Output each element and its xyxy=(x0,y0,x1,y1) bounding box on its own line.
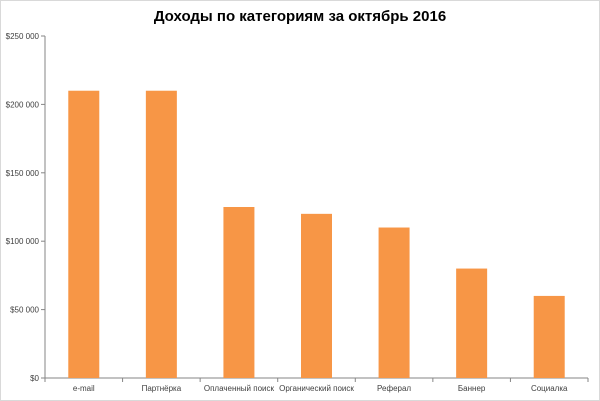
bar xyxy=(145,90,177,378)
x-category-label: e-mail xyxy=(73,384,95,393)
chart-title: Доходы по категориям за октябрь 2016 xyxy=(153,8,447,25)
bar xyxy=(456,268,488,378)
y-tick-label: $150 000 xyxy=(6,169,40,178)
y-tick-label: $0 xyxy=(30,374,39,383)
bar xyxy=(378,227,410,378)
y-tick-label: $50 000 xyxy=(10,306,39,315)
bar xyxy=(533,295,565,378)
x-category-label: Оплаченный поиск xyxy=(204,384,275,393)
x-category-label: Социалка xyxy=(531,384,568,393)
bar xyxy=(301,213,332,378)
x-category-label: Баннер xyxy=(458,384,486,393)
x-category-label: Органический поиск xyxy=(279,384,354,393)
bar xyxy=(68,90,100,378)
bar xyxy=(223,207,255,378)
y-tick-label: $200 000 xyxy=(6,100,40,109)
y-tick-label: $100 000 xyxy=(6,237,40,246)
x-category-label: Реферал xyxy=(377,384,411,393)
y-tick-label: $250 000 xyxy=(6,32,40,41)
x-category-label: Партнёрка xyxy=(142,384,182,393)
